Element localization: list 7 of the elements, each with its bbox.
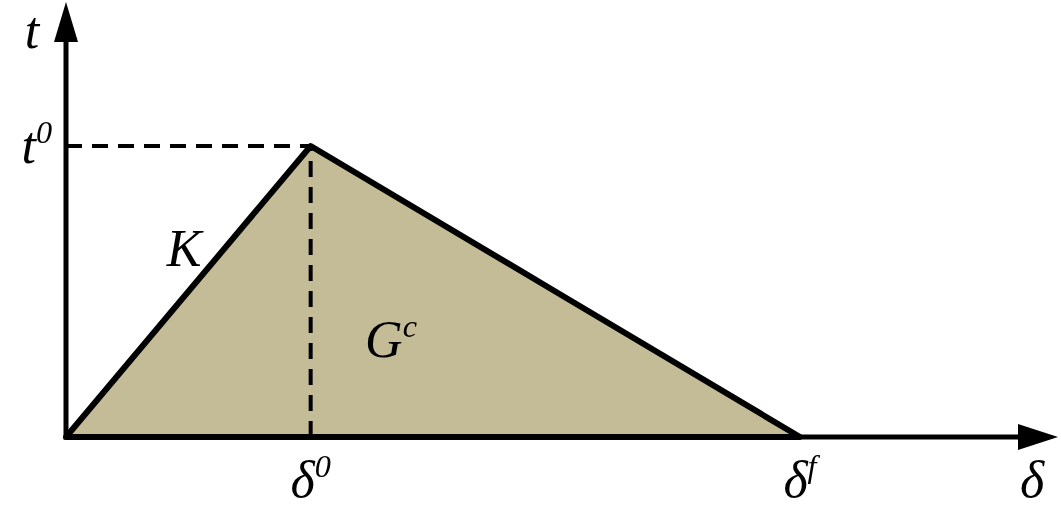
annotation: G$^{c}$	[365, 308, 417, 368]
x-tick-label: δ$^{0}$	[290, 448, 331, 508]
ref-line-label: t$^{0}$	[21, 114, 52, 174]
y-axis-title: t	[24, 2, 41, 59]
annotation: K	[165, 220, 204, 277]
x-tick-label: δ$^{f}$	[783, 448, 821, 508]
x-axis-title: δ	[1019, 451, 1045, 508]
